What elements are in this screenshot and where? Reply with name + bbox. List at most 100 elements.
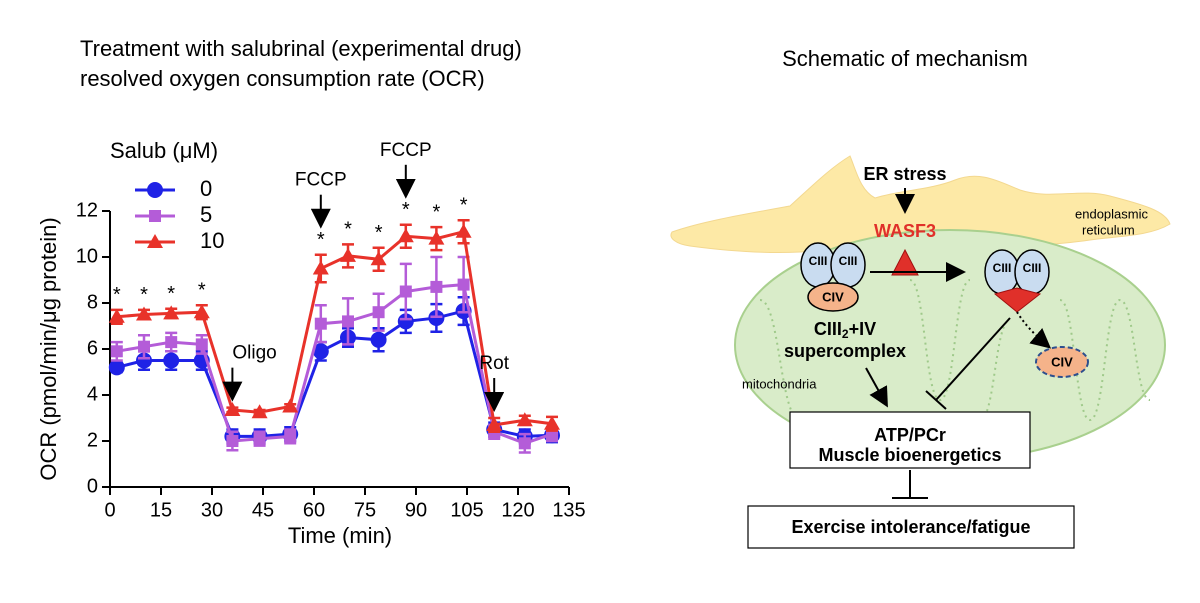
er-label: reticulum [1082, 222, 1135, 237]
y-axis-label: OCR (pmol/min/μg protein) [36, 217, 61, 480]
legend-marker [147, 234, 163, 248]
annotation-label: FCCP [295, 170, 347, 191]
x-tick-label: 75 [354, 499, 376, 521]
marker [516, 412, 533, 427]
y-tick-label: 0 [87, 475, 98, 497]
y-tick-label: 12 [76, 199, 98, 221]
marker [340, 247, 356, 262]
marker [163, 352, 180, 369]
marker [397, 228, 414, 243]
mito-label: mitochondria [742, 376, 817, 391]
marker [370, 331, 387, 348]
marker [136, 352, 152, 369]
marker [544, 415, 560, 430]
box [789, 411, 1031, 469]
x-tick-label: 120 [501, 499, 534, 521]
wasf3-bound [993, 287, 1042, 313]
schematic-title: Schematic of mechanism [782, 46, 1028, 71]
marker [110, 345, 123, 358]
y-tick-label: 6 [87, 337, 98, 359]
y-tick-label: 4 [87, 383, 98, 405]
significance-marker: * [198, 280, 206, 302]
supercomplex-label: CIII2+IV [814, 319, 876, 341]
x-axis-label: Time (min) [288, 523, 392, 548]
significance-marker: * [375, 222, 383, 244]
chart-title: resolved oxygen consumption rate (OCR) [80, 66, 485, 91]
marker [370, 251, 387, 266]
marker [312, 343, 329, 360]
annotation-label: FCCP [380, 140, 432, 161]
marker [486, 416, 503, 431]
supercomplex-label: supercomplex [784, 341, 906, 361]
civ-label: CIV [822, 289, 844, 304]
marker [284, 430, 297, 443]
marker [518, 437, 531, 450]
annotation-label: Oligo [232, 343, 276, 364]
x-tick-label: 105 [450, 499, 483, 521]
series-line [116, 309, 553, 438]
x-tick-label: 30 [201, 499, 223, 521]
civ [807, 282, 859, 312]
box-label: ATP/PCr [874, 425, 946, 445]
significance-marker: * [344, 219, 352, 241]
marker [372, 306, 385, 319]
arrow [865, 367, 888, 408]
schematic: Schematic of mechanism endoplasmic retic… [670, 46, 1171, 549]
ciii-label: CIII [1023, 261, 1042, 275]
inhibition [935, 317, 1011, 401]
marker [282, 398, 299, 413]
legend-label: 5 [200, 202, 212, 227]
legend-marker [149, 210, 161, 222]
marker [312, 260, 329, 275]
box-label: Muscle bioenergetics [818, 445, 1001, 465]
significance-marker: * [113, 284, 121, 306]
civ-label: CIV [1051, 354, 1073, 369]
significance-marker: * [402, 199, 410, 221]
marker [138, 340, 150, 353]
annotation-label: Rot [479, 353, 509, 374]
significance-marker: * [317, 229, 325, 251]
x-tick-label: 60 [303, 499, 325, 521]
marker [428, 230, 445, 245]
significance-marker: * [167, 283, 175, 305]
significance-marker: * [460, 194, 468, 216]
marker [455, 223, 472, 238]
marker [251, 404, 268, 419]
marker [136, 306, 152, 321]
wasf3-label: WASF3 [874, 221, 936, 241]
marker [342, 315, 354, 328]
y-tick-label: 10 [76, 245, 98, 267]
y-tick-label: 2 [87, 429, 98, 451]
ciii-label: CIII [993, 261, 1012, 275]
box-label: Exercise intolerance/fatigue [791, 517, 1030, 537]
legend-label: 10 [200, 228, 224, 253]
x-tick-label: 45 [252, 499, 274, 521]
marker [224, 401, 241, 416]
marker [193, 304, 210, 319]
legend-label: 0 [200, 176, 212, 201]
wasf3-triangle [891, 248, 919, 276]
marker [108, 359, 125, 376]
ciii-label: CIII [809, 254, 828, 268]
er-stress-label: ER stress [863, 164, 946, 184]
x-tick-label: 15 [150, 499, 172, 521]
marker [226, 435, 239, 447]
marker [163, 305, 180, 320]
y-tick-label: 8 [87, 291, 98, 313]
legend-marker [147, 182, 163, 198]
civ [1035, 346, 1089, 378]
inhibition-bar [925, 390, 947, 410]
series-line [116, 229, 553, 427]
significance-marker: * [140, 284, 148, 306]
marker [314, 317, 327, 330]
x-tick-label: 90 [405, 499, 427, 521]
significance-marker: * [433, 201, 441, 223]
marker [195, 338, 208, 351]
ciii-label: CIII [839, 254, 858, 268]
legend-title: Salub (μM) [110, 138, 218, 163]
marker [253, 432, 266, 445]
marker [108, 308, 125, 323]
x-tick-label: 0 [104, 499, 115, 521]
